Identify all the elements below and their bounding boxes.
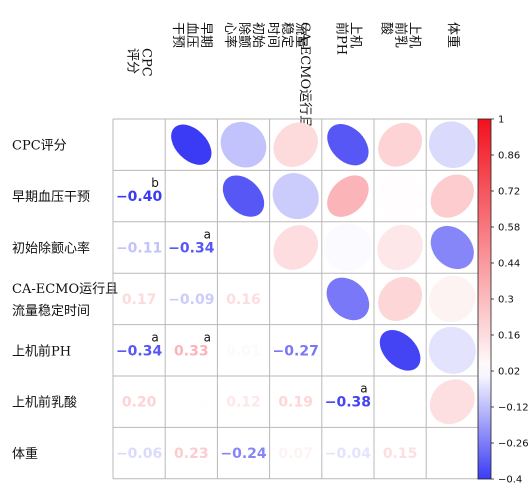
column-label-2-2-2: 心率	[222, 22, 238, 48]
ellipse-3-6	[429, 275, 476, 323]
colorbar-tick-label-10: −0.4	[498, 475, 522, 486]
colorbar-tick-label-9: −0.26	[498, 439, 529, 450]
ellipse-4-6	[428, 326, 476, 374]
column-label-2-2-0: 初始	[250, 22, 265, 48]
colorbar-tick-label-8: −0.12	[498, 403, 529, 414]
ellipse-1-4	[327, 175, 369, 217]
colorbar-tick-label-3: 0.58	[498, 223, 520, 234]
column-label-0-0-1: 评分	[125, 48, 140, 74]
coefficient-4-3: −0.27	[273, 343, 319, 359]
ellipse-4-5	[379, 329, 421, 371]
column-label-3-3-1: 稳定	[279, 22, 295, 48]
coefficient-5-4: −0.38	[325, 395, 371, 411]
colorbar-tick-label-2: 0.72	[498, 187, 520, 198]
colorbar-tick-label-7: 0.02	[498, 367, 520, 378]
significance-mark-5-4: a	[360, 382, 367, 396]
colorbar-tick-label-4: 0.44	[498, 259, 520, 270]
ellipse-1-6	[430, 174, 474, 218]
row-label-1-0: 早期血压干预	[12, 190, 90, 205]
column-label-5-6-2: 酸	[379, 22, 394, 35]
coefficient-6-0: −0.06	[116, 446, 162, 462]
row-label-0-0: CPC评分	[12, 139, 67, 154]
coefficient-3-0: 0.17	[122, 292, 157, 308]
coefficient-2-1: −0.34	[168, 241, 215, 257]
row-label-2-0: 初始除颤心率	[12, 241, 90, 257]
coefficient-4-1: 0.33	[174, 343, 209, 359]
coefficient-5-2: 0.12	[226, 395, 261, 411]
column-label-1-1-0: 早期	[198, 22, 213, 48]
ellipse-0-2	[220, 121, 267, 168]
column-label-6-7-0: 体重	[445, 22, 461, 48]
coefficient-6-1: 0.23	[174, 446, 209, 462]
ellipse-1-5	[376, 172, 424, 220]
coefficient-5-1: 0.03	[174, 395, 209, 411]
ellipse-2-5	[377, 224, 423, 271]
coefficient-4-2: 0.01	[226, 343, 261, 359]
coefficient-2-0: −0.11	[116, 241, 162, 257]
column-label-1-1-2: 干预	[170, 22, 185, 48]
significance-mark-4-1: a	[204, 330, 211, 344]
ellipse-0-1	[171, 124, 212, 165]
column-label-3-4-0: CA-ECMO运行且	[297, 22, 312, 128]
colorbar-tick-label-6: 0.16	[498, 331, 520, 342]
colorbar-tick-label-0: 1	[498, 115, 504, 126]
ellipse-3-5	[378, 276, 423, 321]
row-label-5-0: 上机前乳酸	[12, 395, 77, 411]
ellipse-0-4	[327, 124, 369, 166]
significance-mark-2-1: a	[204, 228, 211, 242]
column-label-3-3-2: 时间	[265, 22, 280, 48]
significance-mark-4-0: a	[151, 330, 158, 344]
column-label-4-5-0: 上机	[347, 22, 362, 48]
coefficient-6-2: −0.24	[220, 446, 267, 462]
column-label-5-6-1: 前乳	[393, 22, 409, 48]
ellipse-0-5	[378, 122, 423, 167]
ellipse-5-6	[429, 379, 475, 425]
coefficient-3-1: −0.09	[168, 292, 214, 308]
column-label-4-5-1: 前PH	[333, 22, 349, 55]
matrix-cells: −0.40 −0.11 −0.34 0.17 −0.09 0.16 −0.34 0.33 0.0…	[116, 121, 476, 462]
column-label-3-3-0: 流量	[293, 22, 308, 48]
column-label-5-6-0: 上机	[407, 22, 422, 48]
ellipse-2-6	[430, 225, 474, 270]
coefficient-5-0: 0.20	[122, 395, 157, 411]
ellipse-0-3	[273, 122, 318, 167]
ellipse-1-2	[222, 175, 265, 217]
row-label-3-0: CA-ECMO运行且	[12, 282, 118, 297]
colorbar-tick-label-5: 0.3	[498, 295, 514, 306]
column-label-2-2-1: 除颤	[236, 22, 251, 48]
coefficient-1-0: −0.40	[116, 189, 163, 205]
column-label-0-0-0: CPC	[139, 48, 154, 77]
ellipse-0-6	[428, 121, 476, 169]
row-label-3-1: 流量稳定时间	[12, 303, 90, 319]
colorbar-tick-label-1: 0.86	[498, 151, 520, 162]
coefficient-3-2: 0.16	[226, 292, 261, 308]
ellipse-2-4	[324, 223, 372, 272]
column-label-1-1-1: 血压	[184, 22, 199, 48]
coefficient-6-5: 0.15	[383, 446, 418, 462]
coefficient-4-0: −0.34	[116, 343, 163, 359]
significance-mark-1-0: b	[151, 176, 159, 190]
ellipse-3-4	[326, 277, 370, 321]
colorbar: 1 0.86 0.72 0.58 0.44 0.3 0.16 0.02 −0.12 −0.26 −0…	[477, 115, 529, 486]
coefficient-6-3: 0.07	[278, 446, 313, 462]
row-label-4-0: 上机前PH	[12, 343, 71, 359]
ellipse-2-3	[273, 225, 319, 270]
colorbar-gradient	[477, 118, 492, 480]
coefficient-5-3: 0.19	[278, 395, 313, 411]
row-label-6-0: 体重	[12, 446, 38, 462]
coefficient-6-4: −0.04	[325, 446, 372, 462]
ellipse-1-3	[272, 173, 319, 220]
